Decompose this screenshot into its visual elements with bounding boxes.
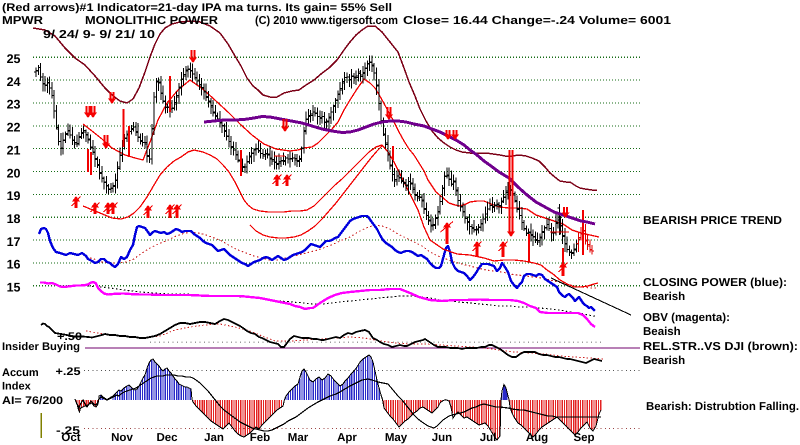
svg-text:MONOLITHIC POWER: MONOLITHIC POWER bbox=[85, 15, 219, 27]
svg-text:-.25: -.25 bbox=[56, 425, 80, 437]
svg-text:25: 25 bbox=[7, 52, 21, 66]
svg-text:CLOSING POWER (blue):: CLOSING POWER (blue): bbox=[643, 277, 787, 289]
svg-text:Bearish: Distrubtion Falling.: Bearish: Distrubtion Falling. bbox=[646, 401, 799, 413]
svg-text:BEARISH PRICE TREND: BEARISH PRICE TREND bbox=[643, 215, 782, 227]
svg-text:Apr: Apr bbox=[337, 432, 357, 444]
svg-text:21: 21 bbox=[7, 143, 21, 157]
svg-text:REL.STR..VS DJI (brown):: REL.STR..VS DJI (brown): bbox=[643, 341, 798, 353]
svg-text:Feb: Feb bbox=[250, 432, 270, 444]
svg-text:May: May bbox=[385, 432, 408, 444]
svg-text:17: 17 bbox=[7, 235, 21, 249]
svg-text:22: 22 bbox=[7, 121, 21, 135]
svg-text:Sep: Sep bbox=[573, 432, 594, 444]
svg-text:Dec: Dec bbox=[156, 432, 178, 444]
svg-text:Bearish: Bearish bbox=[643, 291, 685, 303]
svg-text:Close= 16.44 Change=-.24 Vol: Close= 16.44 Change=-.24 Volume= 6001 bbox=[403, 15, 672, 27]
svg-text:Index: Index bbox=[2, 381, 32, 393]
svg-text:+.50: +.50 bbox=[57, 331, 82, 343]
svg-text:Jul: Jul bbox=[480, 432, 497, 444]
svg-text:MPWR: MPWR bbox=[2, 15, 44, 27]
svg-text:Nov: Nov bbox=[111, 432, 133, 444]
svg-text:(Red arrows)#1 Indicator=21-da: (Red arrows)#1 Indicator=21-day IPA ma t… bbox=[2, 2, 392, 14]
svg-text:18: 18 bbox=[7, 212, 21, 226]
svg-text:Accum: Accum bbox=[2, 367, 39, 379]
svg-text:9/ 24/ 9- 9/ 21/ 10: 9/ 24/ 9- 9/ 21/ 10 bbox=[43, 29, 155, 41]
svg-text:Oct: Oct bbox=[61, 432, 80, 444]
svg-text:20: 20 bbox=[7, 166, 21, 180]
svg-text:23: 23 bbox=[7, 98, 21, 112]
svg-text:Bearish: Bearish bbox=[643, 355, 685, 367]
svg-text:Insider Buying: Insider Buying bbox=[2, 341, 80, 353]
svg-text:+.25: +.25 bbox=[56, 366, 81, 378]
svg-text:16: 16 bbox=[7, 258, 21, 272]
svg-text:Aug: Aug bbox=[526, 432, 548, 444]
svg-text:OBV (magenta):: OBV (magenta): bbox=[643, 312, 730, 324]
svg-text:19: 19 bbox=[7, 189, 21, 203]
svg-text:15: 15 bbox=[7, 281, 21, 295]
svg-text:Mar: Mar bbox=[288, 432, 309, 444]
svg-text:Jan: Jan bbox=[204, 432, 224, 444]
svg-text:24: 24 bbox=[7, 75, 21, 89]
svg-text:AI= 76/200: AI= 76/200 bbox=[2, 395, 63, 407]
svg-text:Beaish: Beaish bbox=[643, 326, 681, 338]
svg-text:Jun: Jun bbox=[432, 432, 452, 444]
svg-text:(C) 2010 www.tigersoft.com: (C) 2010 www.tigersoft.com bbox=[255, 15, 398, 27]
